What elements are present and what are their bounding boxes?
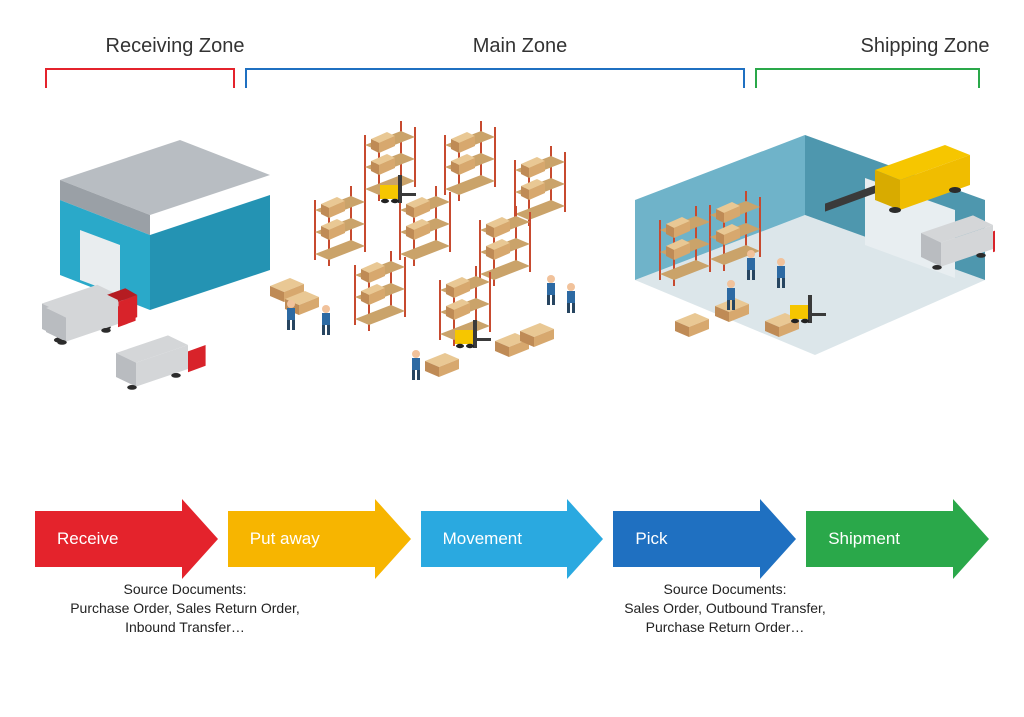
receiving-trucks [30,290,250,450]
step-arrow-shipment: Shipment [806,511,989,567]
zone-bracket-receiving [45,68,235,88]
step-arrow-putaway: Put away [228,511,411,567]
zone-label-receiving: Receiving Zone [95,35,255,58]
step-arrow-pick: Pick [613,511,796,567]
warehouse-illustration [30,120,994,460]
source-docs-receive: Source Documents:Purchase Order, Sales R… [60,580,310,637]
step-arrow-receive: Receive [35,511,218,567]
shipping-scene [615,130,995,430]
main-zone-scene [245,105,625,425]
zone-bracket-shipping [755,68,980,88]
zone-bracket-main [245,68,745,88]
process-steps: Receive Put away Movement Pick Shipment [35,511,989,567]
zone-label-shipping: Shipping Zone [850,35,1000,58]
zone-label-main: Main Zone [460,35,580,58]
step-label-receive: Receive [35,529,118,549]
step-arrow-movement: Movement [421,511,604,567]
source-docs-pick: Source Documents:Sales Order, Outbound T… [595,580,855,637]
step-label-shipment: Shipment [806,529,900,549]
step-label-movement: Movement [421,529,522,549]
step-label-pick: Pick [613,529,667,549]
step-label-putaway: Put away [228,529,320,549]
